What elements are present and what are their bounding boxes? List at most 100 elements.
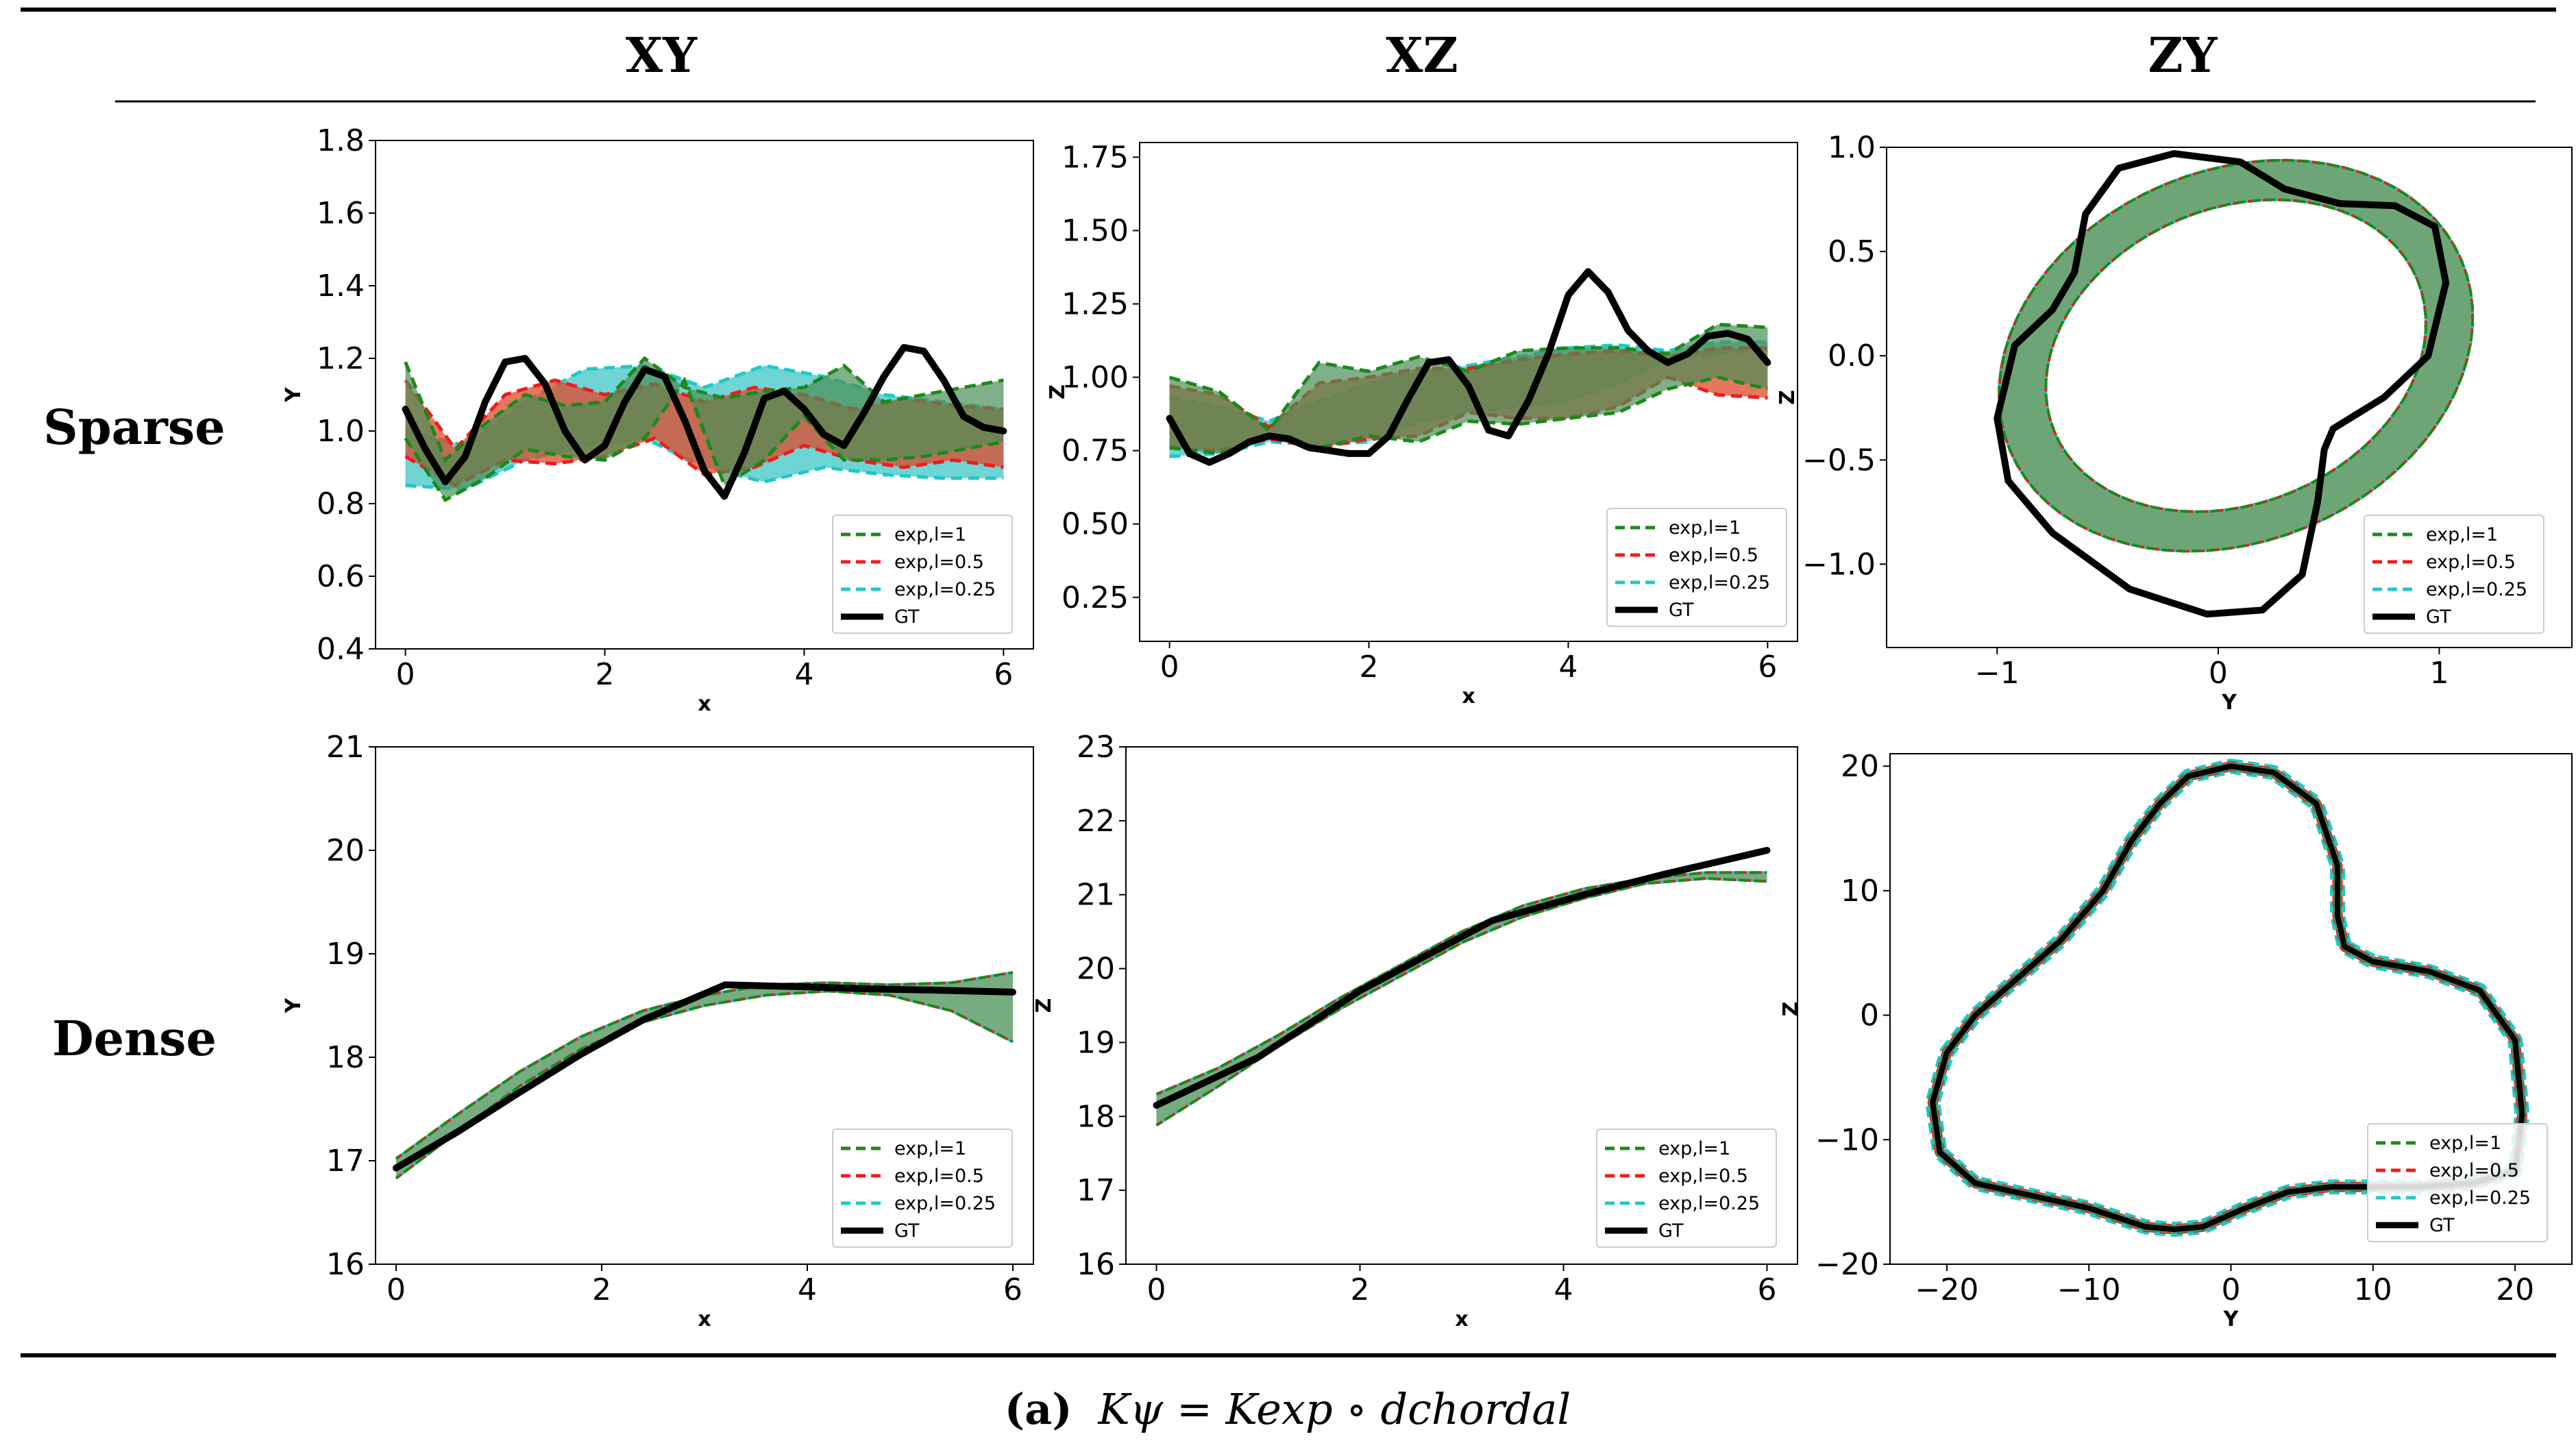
caption-formula: Kψ = Kexp ∘ dchordal [1097,1384,1571,1434]
band-lower-line [395,989,1014,1180]
legend-label: exp,l=0.5 [894,1166,984,1187]
legend-label: exp,l=0.5 [1658,1166,1748,1187]
y-tick-label: 19 [1077,1025,1115,1060]
legend-label: exp,l=0.25 [1669,572,1770,593]
legend-label: exp,l=0.5 [2426,552,2516,573]
band-upper-line [404,356,1004,463]
x-tick-label: 2 [592,1272,611,1307]
legend-label: exp,l=0.25 [894,579,996,600]
x-tick-label: 10 [2354,1272,2392,1307]
band-upper-line [1169,340,1768,423]
y-tick-label: 1.0 [1828,130,1876,165]
x-tick-label: 0 [2222,1272,2241,1307]
y-tick-label: 0.75 [1062,434,1129,469]
y-tick-label: −1.0 [1802,547,1876,582]
y-tick-label: 18 [326,1040,365,1075]
x-tick-label: 2 [1360,650,1379,685]
x-tick-label: 0 [1147,1272,1166,1307]
legend-box [2367,1123,2548,1242]
figure-caption: (a) Kψ = Kexp ∘ dchordal [1005,1384,1571,1434]
plot-frame [375,746,1034,1265]
plot-area [1994,150,2475,618]
x-tick-label: 2 [596,657,615,692]
y-tick-label: 23 [1077,730,1115,765]
x-axis-label: x [698,1307,711,1331]
column-header-zy: ZY [2148,27,2218,84]
legend-label: GT [1669,600,1694,621]
legend-label: exp,l=0.25 [894,1193,996,1214]
ground-truth-line [1994,150,2450,618]
x-tick-label: −20 [1915,1272,1978,1307]
band-upper-line [395,971,1014,1160]
x-tick-label: 6 [1758,650,1777,685]
ground-truth-line [1166,268,1771,466]
x-tick-label: 0 [396,657,415,692]
x-tick-label: 0 [387,1272,406,1307]
legend-label: exp,l=0.25 [2429,1187,2531,1209]
y-tick-label: 20 [326,833,365,868]
column-header-xy: XY [626,27,698,84]
y-tick-label: 1.50 [1062,213,1129,248]
legend-box [832,515,1013,634]
y-tick-label: 19 [326,937,365,972]
x-tick-label: 6 [994,657,1013,692]
plot-area [1925,759,2530,1237]
y-tick-label: 16 [1077,1247,1115,1282]
legend-label: GT [2429,1215,2455,1236]
x-axis-label: Y [2223,1307,2240,1331]
y-tick-label: 0.25 [1062,580,1129,615]
band-upper-line [1169,346,1768,430]
plot-area [1153,847,1771,1126]
legend-label: exp,l=1 [1669,517,1741,539]
x-axis-label: x [698,692,711,716]
plot-frame [1139,142,1798,642]
legend-label: exp,l=1 [894,1138,966,1159]
x-tick-label: −10 [2057,1272,2121,1307]
legend-label: exp,l=0.5 [894,552,984,573]
caption-label: (a) [1005,1384,1072,1434]
legend-label: GT [894,606,920,628]
row-label-dense: Dense [52,1010,217,1067]
y-tick-label: 17 [1077,1173,1115,1208]
x-tick-label: 0 [2209,656,2228,691]
y-tick-label: 0.8 [317,486,365,521]
x-tick-label: 0 [1160,650,1179,685]
y-axis-label: Z [1779,1002,1803,1017]
legend-box [1606,508,1787,627]
legend-box [832,1129,1013,1248]
y-tick-label: 1.2 [317,341,365,376]
x-tick-label: 4 [1554,1272,1573,1307]
plot-frame [375,140,1034,650]
y-tick-label: 0.4 [317,632,365,667]
y-tick-label: 16 [326,1247,365,1282]
x-tick-label: 4 [798,1272,817,1307]
legend-label: exp,l=0.25 [1658,1193,1760,1214]
band-lower-line [395,989,1014,1180]
y-axis-label: Z [1776,390,1800,405]
y-axis-label: Z [1032,998,1056,1013]
y-tick-label: 0.6 [317,559,365,594]
ground-truth-line [1153,847,1771,1109]
plot-frame [1886,147,2573,648]
y-tick-label: −10 [1815,1122,1879,1157]
legend-label: exp,l=1 [894,524,966,545]
y-tick-label: 18 [1077,1099,1115,1134]
legend-label: exp,l=1 [2426,524,2498,545]
plot-area [393,971,1016,1180]
x-axis-label: x [1455,1307,1468,1331]
y-tick-label: 1.00 [1062,360,1129,395]
legend-box [1596,1129,1777,1248]
y-tick-label: 1.25 [1062,287,1129,322]
y-tick-label: 10 [1841,874,1879,909]
legend-label: GT [1658,1220,1684,1242]
x-axis-label: x [1462,685,1475,708]
legend-label: exp,l=1 [1658,1138,1730,1159]
y-tick-label: 0.5 [1828,234,1876,269]
legend-label: exp,l=0.5 [2429,1160,2519,1181]
y-axis-label: Y [282,386,306,403]
